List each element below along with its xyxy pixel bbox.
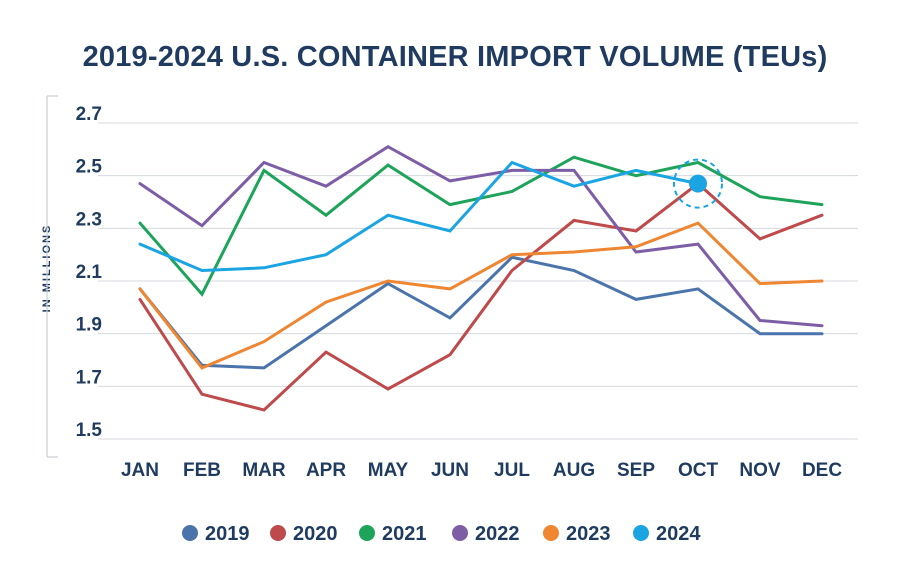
- highlight-marker: [673, 158, 723, 209]
- y-tick-label: 2.3: [76, 209, 102, 230]
- x-tick-label: FEB: [183, 460, 221, 481]
- x-tick-labels: JAN FEB MAR APR MAY JUN JUL AUG SEP OCT NOV DEC: [121, 460, 842, 481]
- x-tick-label: AUG: [553, 460, 595, 481]
- legend-label: 2021: [382, 523, 427, 545]
- legend-swatch-2019: [182, 525, 198, 541]
- legend-swatch-2023: [543, 525, 559, 541]
- chart-title: 2019-2024 U.S. CONTAINER IMPORT VOLUME (…: [83, 41, 828, 73]
- legend-label: 2022: [475, 523, 520, 545]
- legend-swatch-2021: [359, 525, 375, 541]
- x-tick-label: JUN: [431, 460, 469, 481]
- x-tick-label: APR: [306, 460, 346, 481]
- series-line-2024: [138, 160, 700, 273]
- series-lines: [138, 144, 824, 412]
- x-tick-label: JUL: [494, 460, 530, 481]
- y-tick-label: 1.7: [76, 367, 102, 388]
- legend-swatch-2020: [270, 525, 286, 541]
- x-tick-label: MAY: [368, 460, 409, 481]
- series-line-2019: [138, 255, 824, 370]
- y-tick-label: 1.9: [76, 315, 102, 336]
- legend-label: 2023: [566, 523, 611, 545]
- x-tick-label: DEC: [802, 460, 842, 481]
- x-tick-label: NOV: [739, 460, 781, 481]
- y-tick-label: 2.7: [76, 104, 102, 125]
- legend-label: 2020: [293, 523, 338, 545]
- series-line-2023: [138, 221, 824, 370]
- y-tick-label: 2.5: [76, 157, 103, 178]
- legend-swatch-2024: [633, 525, 649, 541]
- legend-swatch-2022: [452, 525, 468, 541]
- y-tick-labels: 2.7 2.5 2.3 2.1 1.9 1.7 1.5: [76, 104, 103, 441]
- legend-label: 2019: [205, 523, 250, 545]
- x-tick-label: MAR: [242, 460, 286, 481]
- x-tick-label: JAN: [121, 460, 159, 481]
- legend: 2019 2020 2021 2022 2023 2024: [182, 523, 701, 545]
- highlight-point: [689, 174, 707, 193]
- x-tick-label: OCT: [678, 460, 719, 481]
- y-tick-label: 1.5: [76, 420, 103, 441]
- gridlines: [98, 122, 858, 440]
- series-line-2021: [138, 155, 824, 297]
- highlight-ring: [673, 158, 723, 209]
- x-tick-label: SEP: [617, 460, 655, 481]
- y-tick-label: 2.1: [76, 262, 103, 283]
- series-line-2022: [138, 144, 824, 328]
- series-line-2020: [138, 181, 824, 412]
- legend-label: 2024: [656, 523, 701, 545]
